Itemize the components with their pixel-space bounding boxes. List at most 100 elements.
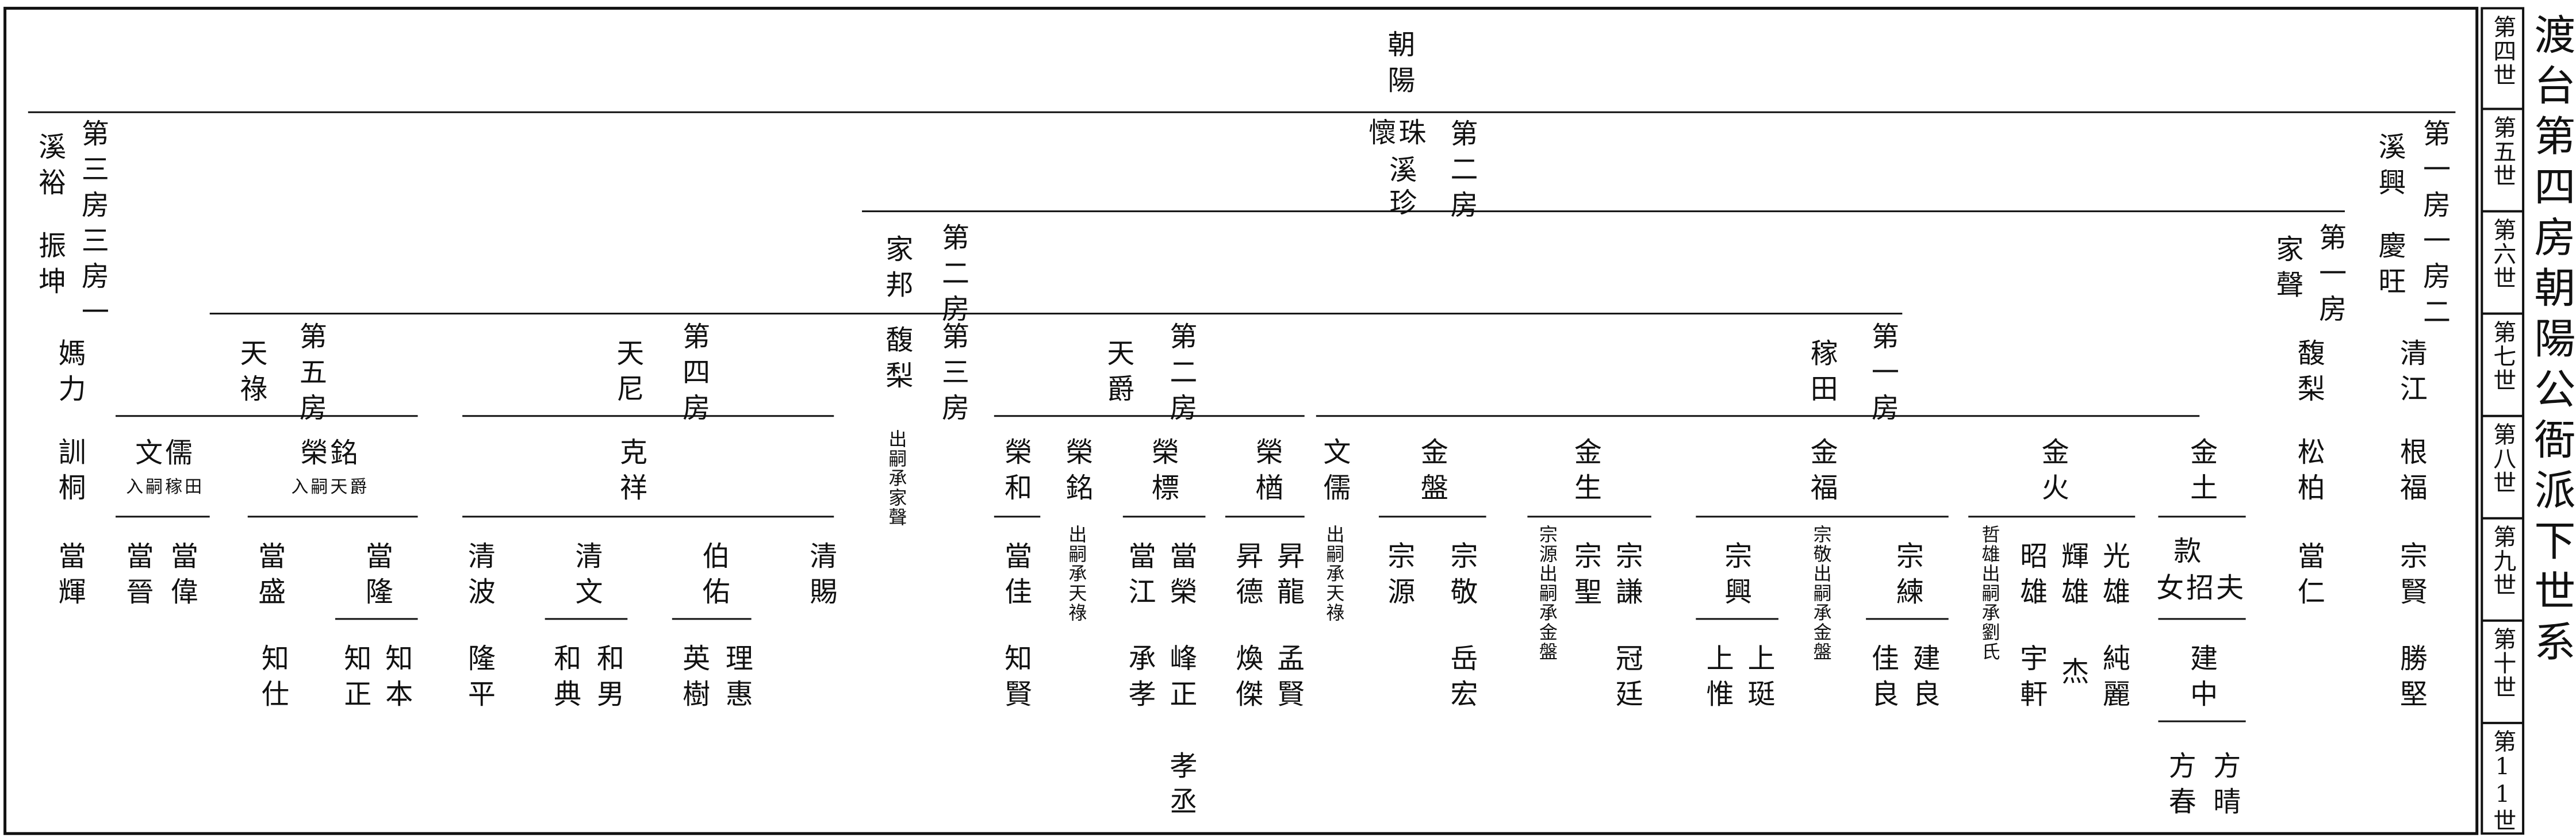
person-name: 榮銘 bbox=[300, 436, 361, 469]
title: 渡台第四房朝陽公衙派下世系 bbox=[2527, 13, 2575, 671]
person-name: 孟賢 bbox=[1272, 644, 1304, 715]
person-name: 純麗 bbox=[2097, 644, 2130, 715]
person-name: 第二房 bbox=[937, 222, 969, 330]
person-name: 第一房 bbox=[1866, 322, 1899, 429]
person-name: 第二房 bbox=[1445, 118, 1478, 226]
person-name: 勝堅 bbox=[2394, 644, 2427, 715]
person-name: 清江 bbox=[2394, 338, 2427, 410]
person-name: 稼田 bbox=[1805, 338, 1838, 410]
person-name: 文儒 bbox=[1318, 437, 1351, 509]
person-name: 媽力 bbox=[53, 338, 86, 410]
person-name: 和典 bbox=[549, 644, 581, 715]
person-name: 第二房 bbox=[1164, 322, 1197, 429]
person-name: 榮和 bbox=[999, 437, 1032, 509]
person-name: 知本 bbox=[380, 644, 413, 715]
generation-label: 第十世 bbox=[2489, 627, 2516, 700]
frame bbox=[2481, 7, 2525, 835]
person-name: 當晉 bbox=[121, 541, 154, 613]
person-name: 宗賢 bbox=[2394, 541, 2427, 613]
person-name: 溪裕 bbox=[33, 132, 66, 203]
person-name: 文儒 bbox=[135, 436, 195, 469]
person-name: 馥梨 bbox=[2292, 338, 2325, 410]
person-name: 佳良 bbox=[1866, 644, 1899, 715]
person-name: 知正 bbox=[339, 644, 371, 715]
person-name: 當隆 bbox=[360, 541, 393, 613]
generation-label: 第五世 bbox=[2489, 116, 2516, 189]
person-name: 岳宏 bbox=[1445, 644, 1478, 715]
person-name: 女招夫 bbox=[2156, 572, 2247, 605]
person-name: 出嗣承天祿 bbox=[1323, 525, 1346, 623]
person-name: 理惠 bbox=[720, 644, 753, 715]
person-name: 朝陽 bbox=[1382, 29, 1415, 101]
person-name: 孝丞 bbox=[1164, 751, 1197, 822]
person-name: 當盛 bbox=[253, 541, 286, 613]
person-name: 慶旺 bbox=[2373, 231, 2406, 303]
generation-label: 第九世 bbox=[2489, 525, 2516, 598]
person-name: 榮楢 bbox=[1250, 437, 1283, 509]
person-name: 宗敬 bbox=[1445, 541, 1478, 613]
person-name: 榮銘 bbox=[1060, 437, 1093, 509]
person-name: 方晴 bbox=[2208, 751, 2241, 822]
person-name: 哲雄出嗣承劉氏 bbox=[1979, 525, 2001, 662]
person-name: 上惟 bbox=[1701, 644, 1734, 715]
person-name: 入嗣天爵 bbox=[291, 476, 370, 497]
person-name: 第一房 bbox=[2314, 222, 2347, 330]
person-name: 懷珠 bbox=[1368, 116, 1429, 149]
person-name: 隆平 bbox=[462, 644, 495, 715]
person-name: 峰正 bbox=[1164, 644, 1197, 715]
person-name: 第三房三房一 bbox=[76, 118, 109, 333]
frame bbox=[3, 6, 2479, 835]
person-name: 當佳 bbox=[999, 541, 1032, 613]
person-name: 天尼 bbox=[611, 338, 644, 410]
generation-label: 第七世 bbox=[2489, 320, 2516, 393]
person-name: 建良 bbox=[1907, 644, 1940, 715]
person-name: 宗敬出嗣承金盤 bbox=[1810, 525, 1833, 662]
person-name: 宗源出嗣承金盤 bbox=[1536, 525, 1558, 662]
person-name: 出嗣承天祿 bbox=[1065, 525, 1088, 623]
person-name: 伯佑 bbox=[697, 541, 730, 613]
person-name: 昇德 bbox=[1230, 541, 1263, 613]
person-name: 知賢 bbox=[999, 644, 1032, 715]
generation-label: 第六世 bbox=[2489, 218, 2516, 291]
generation-label: 第八世 bbox=[2489, 422, 2516, 495]
person-name: 宗謙 bbox=[1610, 541, 1643, 613]
person-name: 方春 bbox=[2163, 751, 2196, 822]
person-name: 入嗣稼田 bbox=[126, 476, 205, 497]
person-name: 天祿 bbox=[235, 338, 267, 410]
generation-label: 第11世 bbox=[2489, 729, 2516, 833]
person-name: 宗練 bbox=[1891, 541, 1923, 613]
person-name: 訓桐 bbox=[53, 437, 86, 509]
person-name: 天爵 bbox=[1102, 338, 1134, 410]
person-name: 宇軒 bbox=[2015, 644, 2048, 715]
person-name: 當榮 bbox=[1164, 541, 1197, 613]
person-name: 清文 bbox=[570, 541, 603, 613]
person-name: 光雄 bbox=[2097, 541, 2130, 613]
generation-label: 第四世 bbox=[2489, 14, 2516, 87]
person-name: 松柏 bbox=[2292, 437, 2325, 509]
person-name: 昭雄 bbox=[2015, 541, 2048, 613]
person-name: 建中 bbox=[2185, 644, 2218, 715]
person-name: 上珽 bbox=[1742, 644, 1775, 715]
person-name: 第四房 bbox=[677, 322, 710, 429]
person-name: 承孝 bbox=[1123, 644, 1156, 715]
person-name: 宗源 bbox=[1382, 541, 1415, 613]
person-name: 金生 bbox=[1569, 437, 1601, 509]
person-name: 金福 bbox=[1805, 437, 1838, 509]
person-name: 克祥 bbox=[615, 437, 647, 509]
person-name: 金土 bbox=[2185, 437, 2218, 509]
person-name: 清波 bbox=[462, 541, 495, 613]
person-name: 宗聖 bbox=[1569, 541, 1601, 613]
person-name: 家聲 bbox=[2271, 234, 2303, 306]
person-name: 清賜 bbox=[804, 541, 837, 613]
person-name: 和男 bbox=[591, 644, 624, 715]
person-name: 款 bbox=[2168, 536, 2201, 572]
person-name: 第五房 bbox=[294, 322, 327, 429]
person-name: 溪興 bbox=[2373, 132, 2406, 203]
person-name: 溪 bbox=[1384, 155, 1417, 191]
person-name: 珍 bbox=[1384, 188, 1417, 224]
person-name: 當輝 bbox=[53, 541, 86, 613]
person-name: 家邦 bbox=[880, 234, 913, 306]
person-name: 金火 bbox=[2036, 437, 2069, 509]
